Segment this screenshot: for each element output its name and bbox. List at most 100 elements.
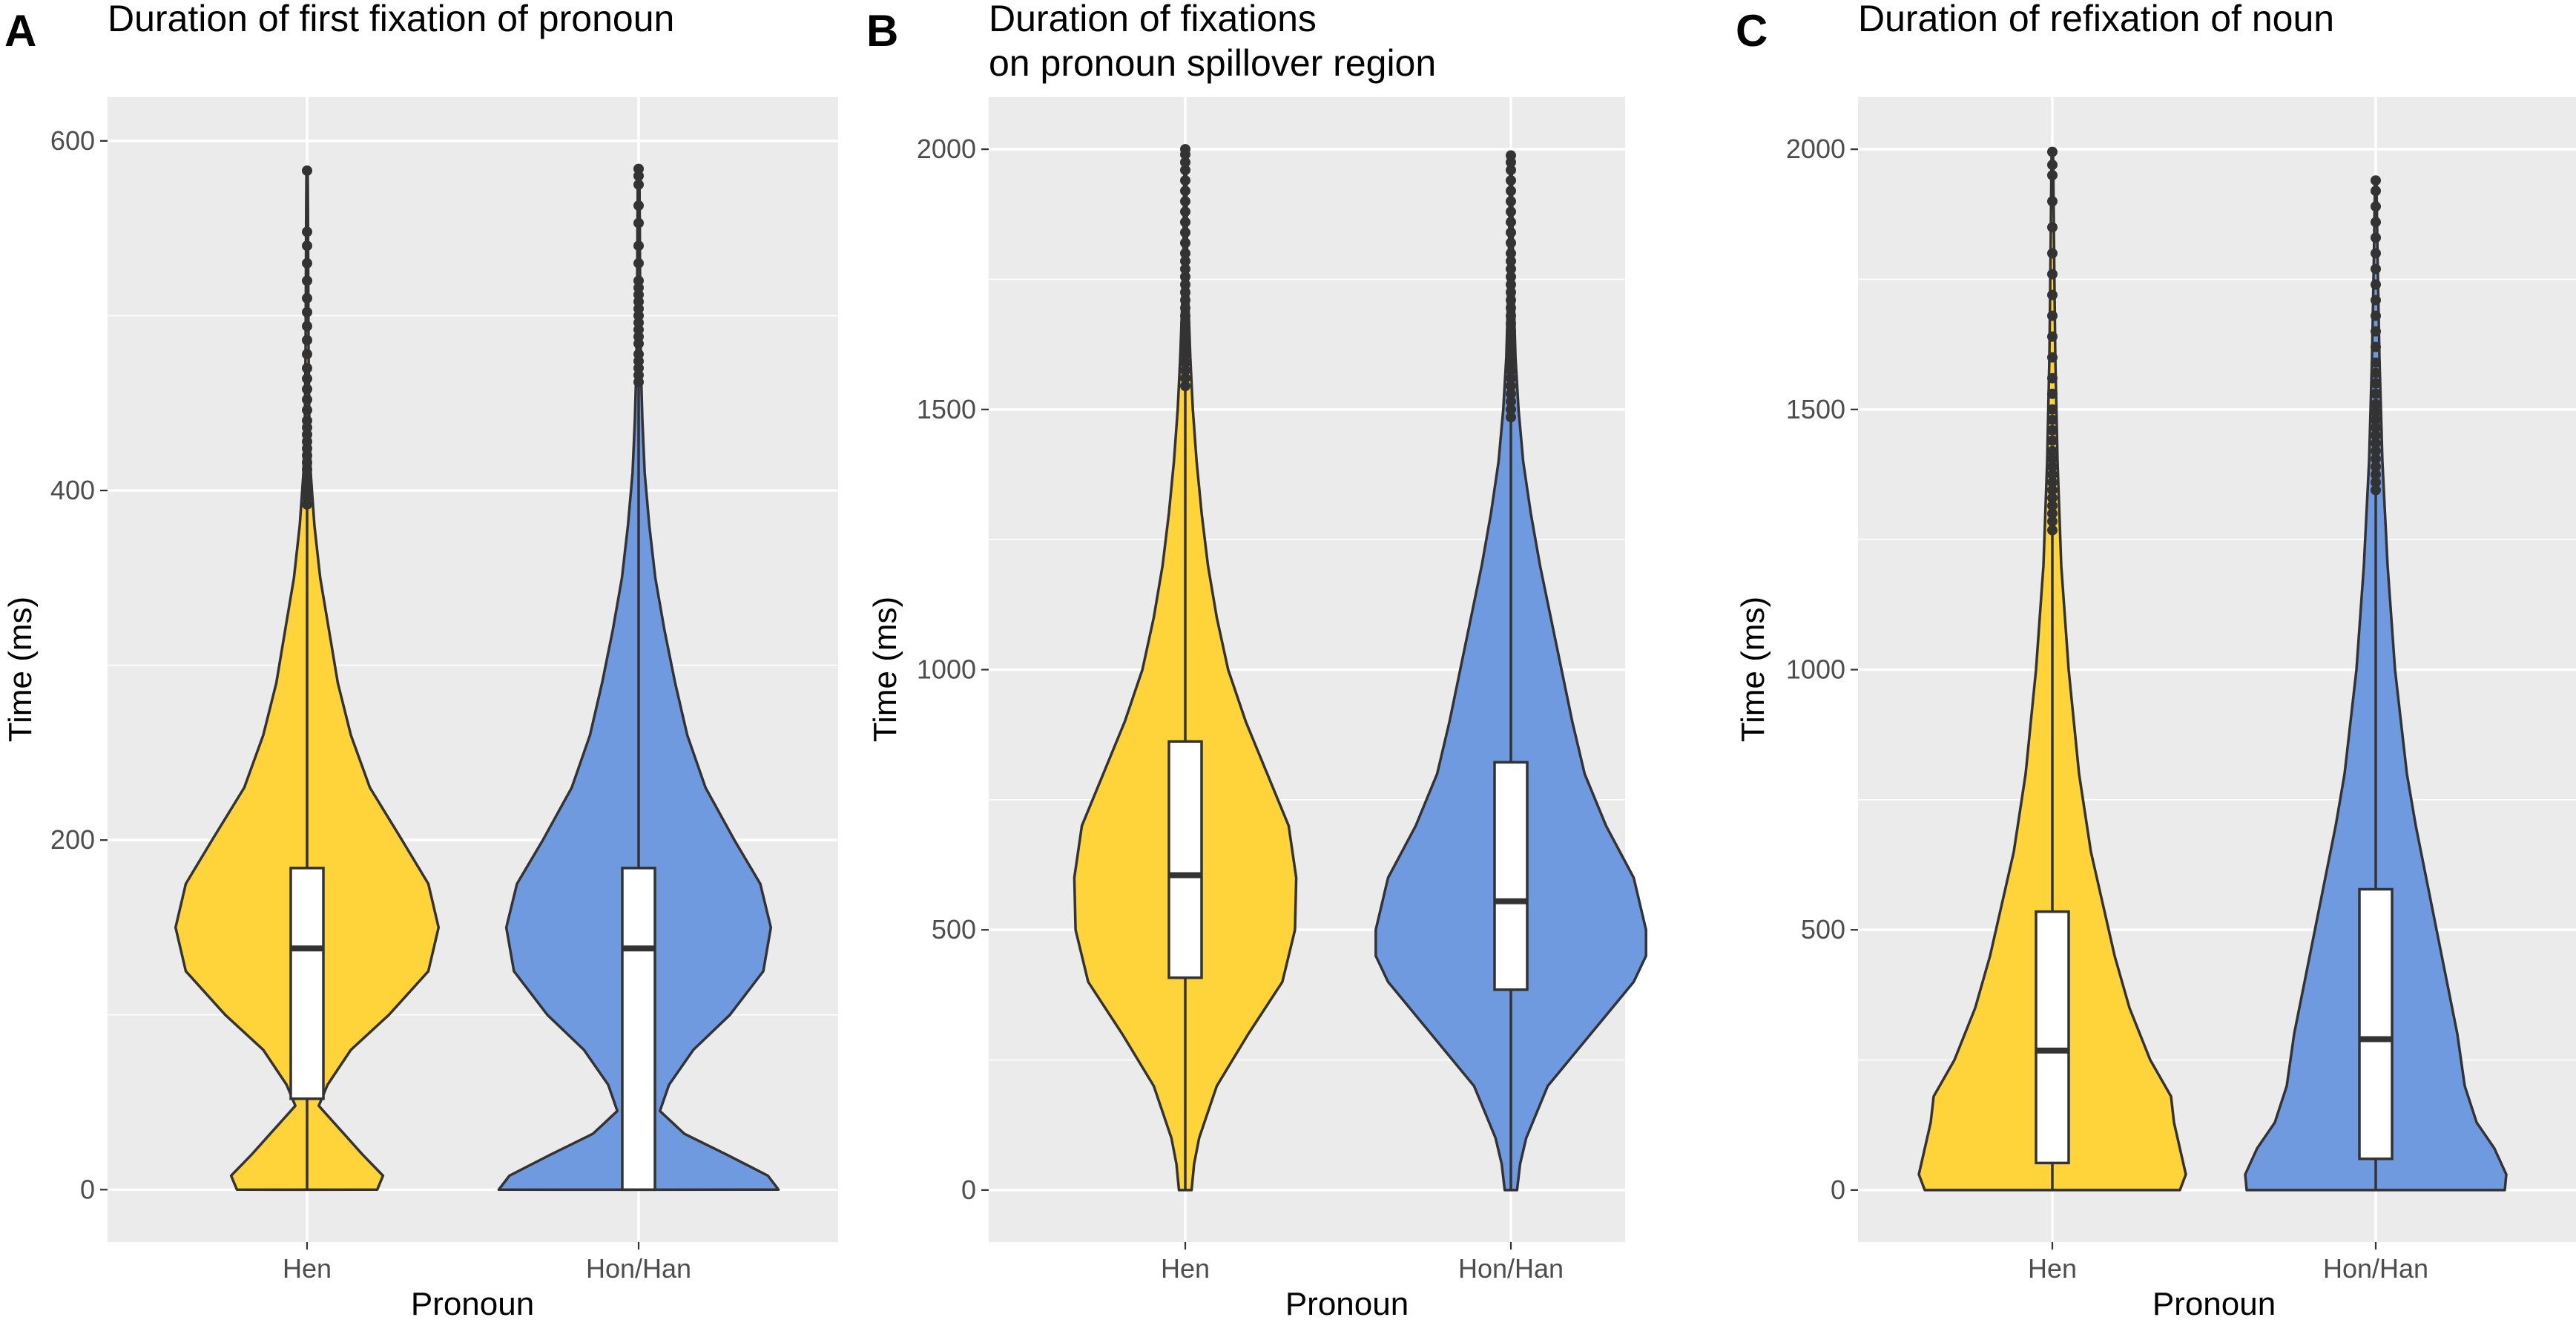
- panel-a-marks: [174, 163, 780, 1192]
- outlier-point: [2047, 372, 2058, 384]
- outlier-point: [2047, 516, 2058, 527]
- box-iqr: [2035, 910, 2070, 1165]
- outlier-point: [1506, 165, 1516, 176]
- outlier-point: [633, 240, 644, 252]
- box-iqr: [2358, 887, 2394, 1160]
- outlier-point: [2047, 461, 2058, 472]
- outlier-point: [302, 292, 312, 303]
- outlier-point: [1180, 295, 1190, 306]
- outlier-point: [2371, 469, 2381, 480]
- outlier-point: [2047, 414, 2058, 425]
- outlier-point: [2371, 357, 2381, 368]
- outlier-point: [633, 275, 644, 286]
- outlier-point: [2047, 289, 2058, 301]
- outlier-point: [302, 373, 312, 384]
- outlier-point: [302, 384, 312, 395]
- outlier-point: [1180, 326, 1190, 337]
- outlier-point: [2047, 160, 2058, 171]
- outlier-point: [1506, 237, 1516, 249]
- panel-b: B Duration of fixations on pronoun spill…: [866, 0, 1647, 1320]
- outlier-point: [1506, 318, 1516, 329]
- outlier-point: [2371, 422, 2381, 433]
- outlier-point: [1506, 334, 1516, 345]
- outlier-point: [633, 179, 644, 190]
- outlier-point: [1180, 237, 1190, 249]
- panel-c-y-tick-label: 0: [1831, 1175, 1845, 1205]
- outlier-point: [2371, 326, 2381, 337]
- outlier-point: [2371, 341, 2381, 352]
- panel-b-letter: B: [866, 6, 898, 56]
- outlier-point: [2371, 430, 2381, 441]
- outlier-point: [1506, 326, 1516, 337]
- box-iqr: [289, 867, 325, 1100]
- outlier-point: [1506, 227, 1516, 238]
- panel-b-y-tick-label: 0: [961, 1175, 976, 1205]
- outlier-point: [2047, 146, 2058, 157]
- outlier-point: [1180, 310, 1190, 321]
- outlier-point: [2047, 310, 2058, 321]
- outlier-point: [1506, 185, 1516, 197]
- outlier-point: [2371, 388, 2381, 399]
- outlier-point: [1180, 287, 1190, 298]
- panel-c: C Duration of refixation of noun 0 500 1…: [1735, 0, 2576, 1320]
- outlier-point: [633, 200, 644, 211]
- panel-b-title: Duration of fixations: [989, 0, 1317, 39]
- outlier-point: [2047, 196, 2058, 207]
- outlier-point: [2047, 248, 2058, 259]
- outlier-point: [2371, 367, 2381, 378]
- outlier-point: [2047, 170, 2058, 181]
- panel-b-marks: [1073, 144, 1647, 1192]
- outlier-point: [1180, 279, 1190, 290]
- panel-c-letter: C: [1736, 6, 1768, 56]
- panel-a-y-ticks: 0 200 400 600: [50, 125, 640, 1250]
- panel-b-y-tick-label: 1000: [917, 654, 976, 685]
- panel-b-y-tick-label: 500: [932, 914, 976, 945]
- outlier-point: [302, 363, 312, 374]
- outlier-point: [302, 275, 312, 286]
- outlier-point: [1506, 310, 1516, 321]
- outlier-point: [2047, 477, 2058, 488]
- outlier-point: [2371, 263, 2381, 275]
- panel-c-y-ticks: 0 500 1000 1500 2000: [1786, 134, 2377, 1250]
- panel-a-x-tick-label-honhan: Hon/Han: [586, 1253, 691, 1284]
- outlier-point: [1506, 372, 1516, 384]
- outlier-point: [1506, 217, 1516, 228]
- outlier-point: [2371, 295, 2381, 306]
- outlier-point: [2371, 453, 2381, 464]
- outlier-point: [2371, 461, 2381, 472]
- outlier-point: [2047, 331, 2058, 342]
- outlier-point: [2371, 407, 2381, 418]
- outlier-point: [302, 404, 312, 416]
- outlier-point: [1506, 381, 1516, 392]
- box-iqr: [1493, 761, 1529, 991]
- outlier-point: [1506, 150, 1516, 161]
- panel-c-x-axis-title: Pronoun: [2152, 1286, 2276, 1320]
- outlier-point: [302, 349, 312, 360]
- panel-a-x-tick-label-hen: Hen: [283, 1253, 332, 1284]
- outlier-point: [1180, 185, 1190, 197]
- panel-b-x-axis-title: Pronoun: [1285, 1286, 1409, 1320]
- panel-c-title: Duration of refixation of noun: [1858, 0, 2334, 39]
- outlier-point: [2047, 424, 2058, 436]
- outlier-point: [302, 165, 312, 176]
- box-iqr: [621, 867, 656, 1192]
- panel-a-y-tick-label: 200: [50, 824, 95, 855]
- outlier-point: [2371, 185, 2381, 197]
- outlier-point: [302, 394, 312, 405]
- panel-a-plot-background: [108, 97, 838, 1242]
- outlier-point: [2047, 269, 2058, 280]
- panel-a-y-tick-label: 400: [50, 475, 95, 505]
- panel-b-x-tick-label-honhan: Hon/Han: [1458, 1253, 1564, 1284]
- outlier-point: [2047, 508, 2058, 519]
- panel-b-y-axis-title: Time (ms): [867, 597, 903, 742]
- panel-a-title: Duration of first fixation of pronoun: [108, 0, 674, 39]
- outlier-point: [2371, 175, 2381, 186]
- outlier-point: [302, 335, 312, 346]
- outlier-point: [1180, 357, 1190, 368]
- outlier-point: [2047, 388, 2058, 399]
- outlier-point: [2371, 477, 2381, 488]
- outlier-point: [1180, 165, 1190, 176]
- outlier-point: [1180, 341, 1190, 352]
- outlier-point: [1180, 157, 1190, 168]
